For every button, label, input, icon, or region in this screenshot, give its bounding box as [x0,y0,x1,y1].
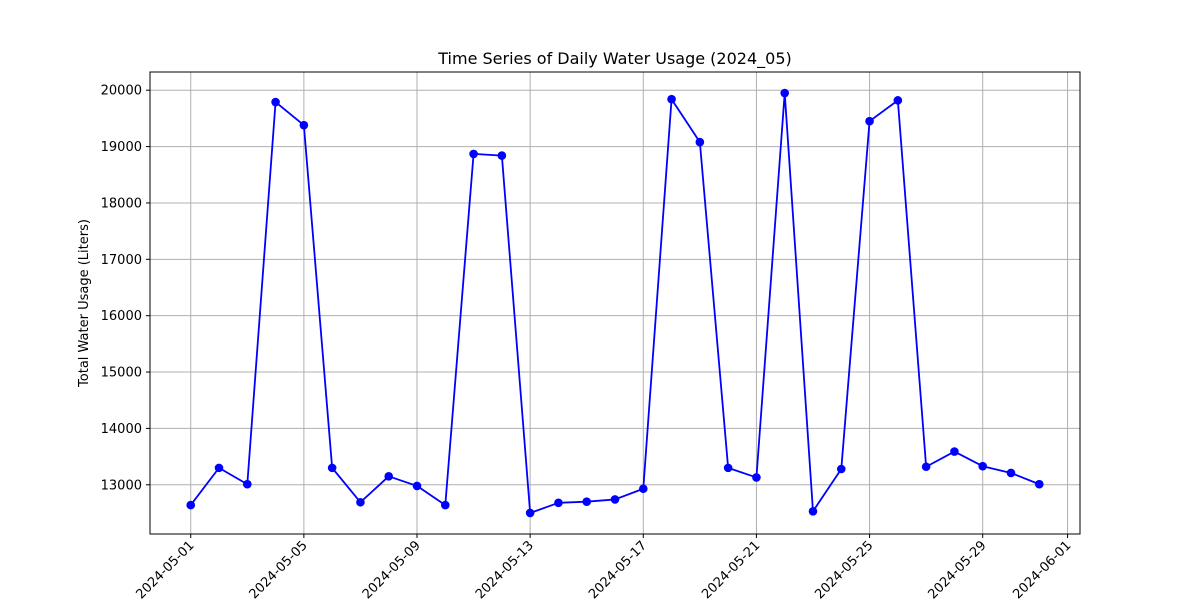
x-tick-label: 2024-05-13 [473,538,537,600]
data-point [186,500,196,510]
data-point [865,116,874,126]
data-point [412,481,422,491]
data-point [978,461,988,471]
data-point [921,462,931,472]
data-point [1034,479,1044,489]
x-tick-label: 2024-05-25 [812,538,876,600]
data-point [525,508,535,518]
data-point [469,149,478,159]
data-point [497,151,507,160]
grid [150,72,1080,534]
data-point [1006,468,1016,478]
y-tick-label: 13000 [101,478,142,493]
data-point [582,497,592,507]
x-tick-label: 2024-05-17 [586,538,650,600]
data-point [356,497,365,507]
data-point [780,88,790,98]
y-tick-label: 17000 [101,253,142,268]
y-tick-label: 16000 [101,309,142,324]
data-point [440,500,450,510]
data-point [271,97,280,107]
data-point [695,137,705,147]
plot-area-frame [149,71,1081,535]
data-point [836,464,846,474]
x-tick-label: 2024-05-21 [699,538,763,600]
y-tick-label: 15000 [101,366,142,381]
data-point [667,94,676,104]
axis-ticks: 13000 14000 15000 16000 17000 18000 19000 20000… [101,84,1075,600]
x-tick-label: 2024-05-09 [360,538,424,600]
y-tick-label: 20000 [101,84,142,99]
chart-title: Time Series of Daily Water Usage (2024_0… [437,49,792,69]
series-line [190,92,1040,514]
data-point [752,473,761,482]
data-point [384,472,394,481]
y-tick-label: 18000 [101,196,142,211]
data-point [638,484,648,494]
y-tick-label: 19000 [101,140,142,155]
y-tick-label: 14000 [101,422,142,437]
data-point [723,463,733,473]
data-point [808,506,818,516]
x-tick-label: 2024-05-01 [134,538,198,600]
x-tick-label: 2024-05-29 [925,538,989,600]
x-tick-label: 2024-05-05 [247,538,311,600]
data-point [610,495,620,504]
x-tick-label: 2024-06-01 [1010,538,1074,600]
data-point [299,120,309,130]
data-point [554,498,563,508]
data-point [893,96,903,105]
data-point [214,463,224,473]
y-axis-label: Total Water Usage (Liters) [77,219,92,388]
data-point [950,447,959,456]
data-point [327,463,337,473]
data-point [242,479,252,489]
series-water-usage [186,88,1044,518]
